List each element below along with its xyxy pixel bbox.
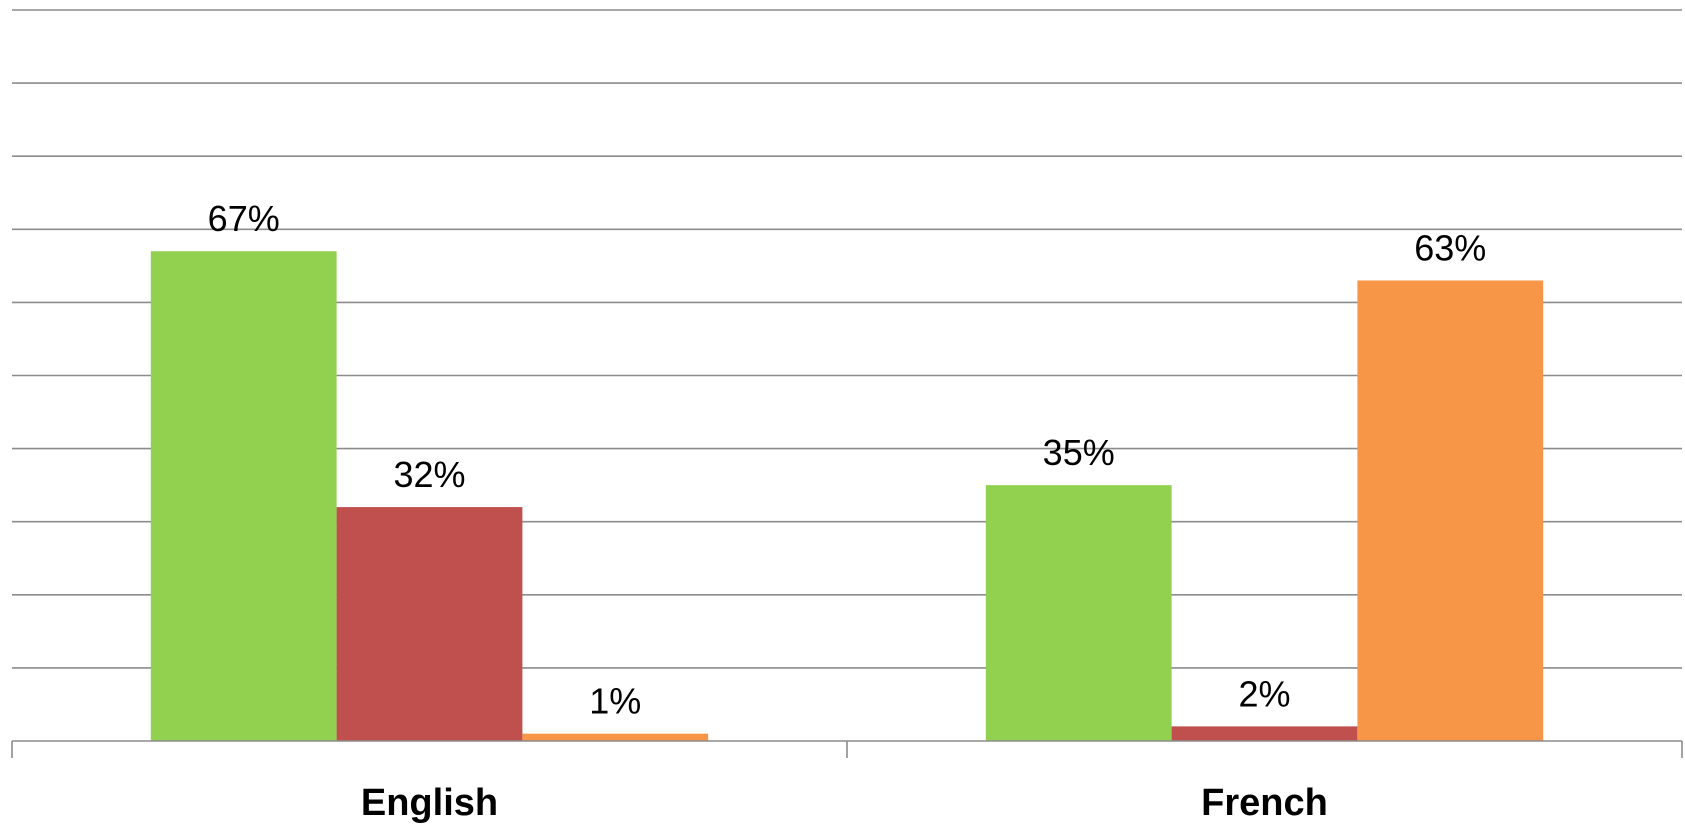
data-label: 35% [1043,432,1115,473]
bar [985,485,1172,741]
data-labels: 67% 32% 1% 35% 2% 63% [208,198,1487,721]
bars [150,251,1544,742]
data-label: 32% [393,454,465,495]
data-label: 1% [589,681,641,722]
data-label: 2% [1238,673,1290,714]
x-axis: English French [11,740,1683,824]
x-tick-label: French [1201,782,1328,824]
data-label: 63% [1414,227,1486,268]
bar [336,507,523,741]
x-tick-label: English [361,782,498,824]
data-label: 67% [208,198,280,239]
bar [1171,726,1358,741]
bar [150,251,337,742]
bar [1357,280,1544,741]
bar [522,733,709,741]
